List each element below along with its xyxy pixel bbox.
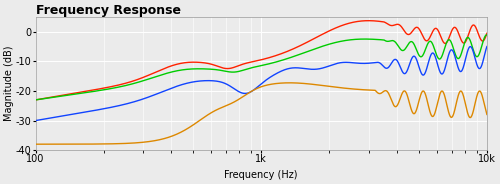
Y-axis label: Magnitude (dB): Magnitude (dB) (4, 46, 14, 121)
X-axis label: Frequency (Hz): Frequency (Hz) (224, 170, 298, 180)
Text: Frequency Response: Frequency Response (36, 4, 180, 17)
